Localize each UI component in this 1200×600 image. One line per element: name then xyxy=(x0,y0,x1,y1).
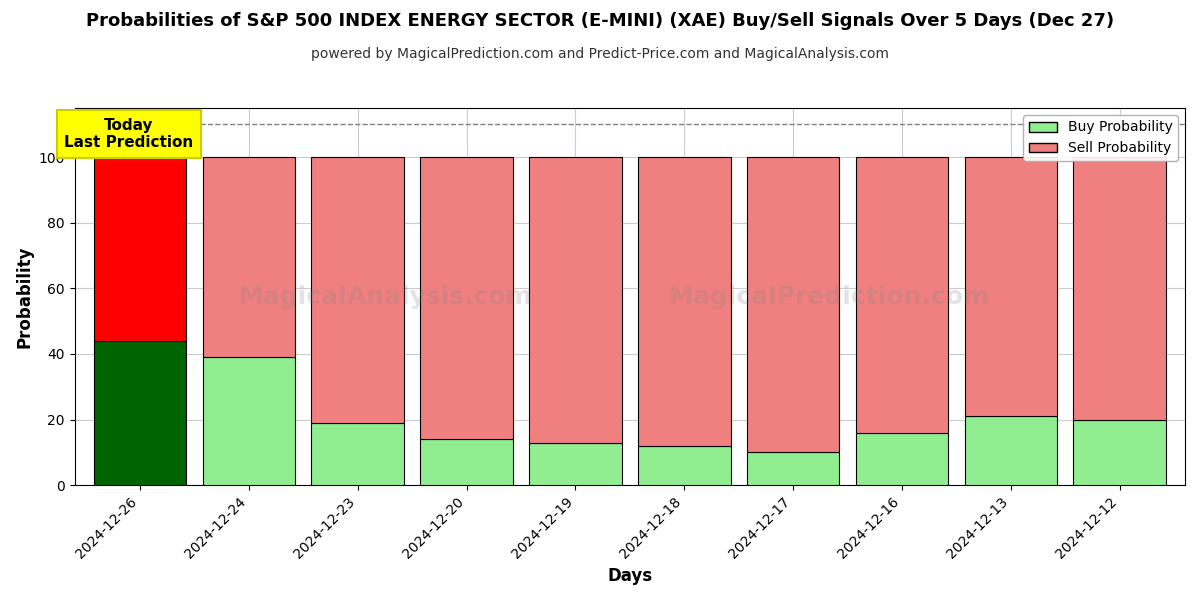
Bar xyxy=(203,157,295,357)
Bar xyxy=(94,341,186,485)
Bar xyxy=(203,357,295,485)
Bar xyxy=(312,423,404,485)
Bar xyxy=(856,157,948,433)
Bar xyxy=(529,157,622,443)
Bar xyxy=(529,443,622,485)
Text: MagicalPrediction.com: MagicalPrediction.com xyxy=(670,284,990,308)
Legend: Buy Probability, Sell Probability: Buy Probability, Sell Probability xyxy=(1024,115,1178,161)
Y-axis label: Probability: Probability xyxy=(16,245,34,348)
Bar xyxy=(746,452,839,485)
Bar xyxy=(746,157,839,452)
Bar xyxy=(638,157,731,446)
X-axis label: Days: Days xyxy=(607,567,653,585)
Text: MagicalAnalysis.com: MagicalAnalysis.com xyxy=(239,284,533,308)
Bar xyxy=(965,157,1057,416)
Bar xyxy=(420,439,512,485)
Bar xyxy=(856,433,948,485)
Bar xyxy=(638,446,731,485)
Text: Today
Last Prediction: Today Last Prediction xyxy=(65,118,193,151)
Text: powered by MagicalPrediction.com and Predict-Price.com and MagicalAnalysis.com: powered by MagicalPrediction.com and Pre… xyxy=(311,47,889,61)
Text: Probabilities of S&P 500 INDEX ENERGY SECTOR (E-MINI) (XAE) Buy/Sell Signals Ove: Probabilities of S&P 500 INDEX ENERGY SE… xyxy=(86,12,1114,30)
Bar xyxy=(1074,157,1166,419)
Bar xyxy=(1074,419,1166,485)
Bar xyxy=(965,416,1057,485)
Bar xyxy=(312,157,404,423)
Bar xyxy=(94,157,186,341)
Bar xyxy=(420,157,512,439)
